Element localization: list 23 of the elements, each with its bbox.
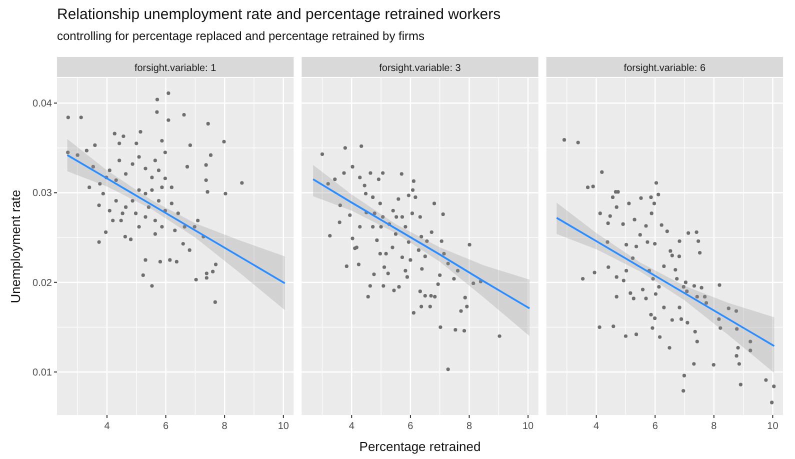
x-tick-label: 6 xyxy=(408,421,414,432)
x-tick-label: 4 xyxy=(104,421,110,432)
x-tick-label: 6 xyxy=(162,421,169,432)
y-tick-label: 0.02 xyxy=(32,278,52,289)
x-tick-label: 10 xyxy=(522,421,534,432)
chart-title: forsight.variable: 3 xyxy=(379,63,462,74)
y-axis-title: Unemployment rate xyxy=(8,190,23,304)
x-tick-label: 4 xyxy=(348,421,355,432)
x-tick-label: 10 xyxy=(278,421,290,432)
y-tick-label: 0.01 xyxy=(32,367,52,378)
chart-title: forsight.variable: 1 xyxy=(134,63,217,74)
x-tick-label: 10 xyxy=(767,421,779,432)
text: Relationship unemployment rate and percentage retrained workers xyxy=(57,6,501,23)
y-tick-label: 0.03 xyxy=(32,188,52,200)
y-tick-label: 0.04 xyxy=(32,98,52,110)
x-tick-label: 6 xyxy=(652,421,658,432)
chart-title: forsight.variable: 6 xyxy=(624,63,706,74)
x-tick-label: 8 xyxy=(711,421,718,432)
text: controlling for percentage replaced and percentage retrained by firms xyxy=(57,29,425,43)
x-tick-label: 8 xyxy=(466,421,472,432)
x-tick-label: 4 xyxy=(594,421,600,432)
x-tick-label: 8 xyxy=(222,421,228,432)
x-axis-title: Percentage retrained xyxy=(359,439,481,454)
